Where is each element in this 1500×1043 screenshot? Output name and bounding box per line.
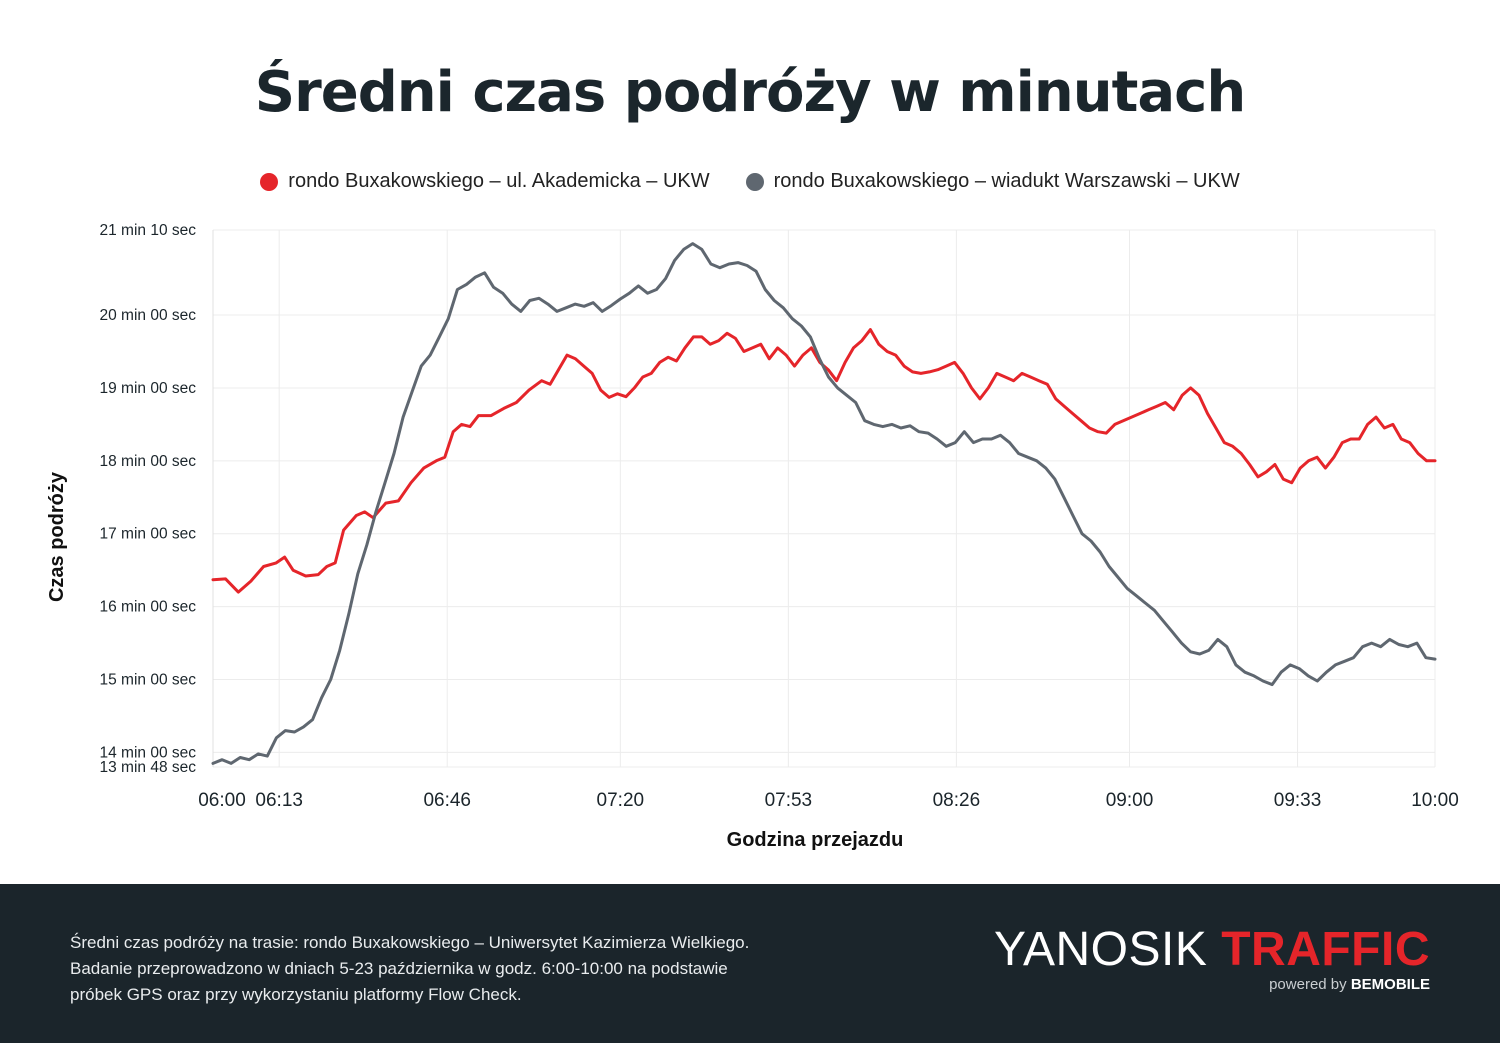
y-tick-label: 15 min 00 sec xyxy=(100,672,197,689)
legend: rondo Buxakowskiego – ul. Akademicka – U… xyxy=(0,170,1500,193)
footer: Średni czas podróży na trasie: rondo Bux… xyxy=(0,884,1500,1043)
y-tick-label: 18 min 00 sec xyxy=(100,453,197,470)
series-line-akademicka xyxy=(211,328,1437,594)
x-tick-label: 08:26 xyxy=(933,790,981,811)
x-axis-title: Godzina przejazdu xyxy=(727,829,904,851)
legend-label: rondo Buxakowskiego – wiadukt Warszawski… xyxy=(773,170,1240,192)
chart-series xyxy=(211,242,1437,765)
x-tick-label: 06:46 xyxy=(423,790,471,811)
legend-item-akademicka: rondo Buxakowskiego – ul. Akademicka – U… xyxy=(260,170,710,193)
footer-line: Badanie przeprowadzono w dniach 5-23 paź… xyxy=(70,959,728,978)
y-axis-ticks: 21 min 10 sec 20 min 00 sec 19 min 00 sec 1… xyxy=(100,222,197,776)
brand-traffic: TRAFFIC xyxy=(1221,923,1430,976)
legend-marker-gray xyxy=(745,172,764,191)
x-tick-label: 06:00 xyxy=(198,790,246,811)
brand-tagline: powered by BEMOBILE xyxy=(1269,976,1430,993)
chart-title: Średni czas podróży w minutach xyxy=(254,60,1246,125)
brand-logo: YANOSIK TRAFFIC powered by BEMOBILE xyxy=(994,923,1430,994)
legend-marker-red xyxy=(260,172,279,191)
y-tick-label: 21 min 10 sec xyxy=(100,222,197,239)
legend-label: rondo Buxakowskiego – ul. Akademicka – U… xyxy=(288,170,710,192)
brand-yanosik: YANOSIK xyxy=(994,923,1208,976)
series-line-warszawski xyxy=(211,242,1437,765)
y-tick-label: 14 min 00 sec xyxy=(100,744,197,761)
x-axis-ticks: 06:00 06:13 06:46 07:20 07:53 08:26 09:00 09:33… xyxy=(198,790,1459,811)
legend-item-warszawski: rondo Buxakowskiego – wiadukt Warszawski… xyxy=(745,170,1240,193)
x-tick-label: 07:53 xyxy=(765,790,813,811)
x-tick-label: 09:33 xyxy=(1274,790,1322,811)
y-tick-label: 17 min 00 sec xyxy=(100,526,197,543)
footer-line: próbek GPS oraz przy wykorzystaniu platf… xyxy=(70,985,522,1004)
y-tick-label: 20 min 00 sec xyxy=(100,307,197,324)
footer-note: Średni czas podróży na trasie: rondo Bux… xyxy=(70,930,870,1008)
y-tick-label: 16 min 00 sec xyxy=(100,599,197,616)
y-tick-label: 19 min 00 sec xyxy=(100,380,197,397)
x-tick-label: 10:00 xyxy=(1411,790,1459,811)
x-tick-label: 09:00 xyxy=(1106,790,1154,811)
x-tick-label: 07:20 xyxy=(597,790,645,811)
x-tick-label: 06:13 xyxy=(255,790,303,811)
chart-grid xyxy=(212,229,1436,768)
line-chart: 21 min 10 sec 20 min 00 sec 19 min 00 sec 1… xyxy=(46,222,1459,851)
y-axis-title: Czas podróży xyxy=(46,471,68,602)
footer-line: Średni czas podróży na trasie: rondo Bux… xyxy=(70,933,750,952)
y-tick-label: 13 min 48 sec xyxy=(100,759,197,776)
